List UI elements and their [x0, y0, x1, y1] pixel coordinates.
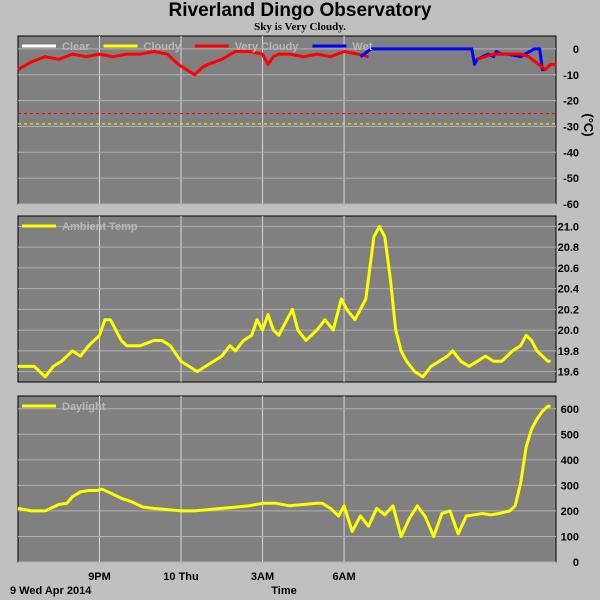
ytick-label-1-5: 20.0: [558, 325, 579, 337]
chart-title: Riverland Dingo Observatory: [168, 0, 432, 21]
ytick-label-2-6: 0: [573, 557, 579, 569]
xtick-label-3: 6AM: [332, 571, 355, 583]
sky-panel: [17, 35, 557, 205]
ytick-label-1-2: 20.6: [558, 263, 579, 275]
ytick-label-1-6: 19.8: [558, 346, 579, 358]
series-1-0-ambient-temp: [18, 224, 551, 379]
ytick-label-2-4: 200: [561, 506, 579, 518]
ytick-label-2-1: 500: [561, 429, 579, 441]
ytick-label-1-1: 20.8: [558, 242, 579, 254]
ytick-label-0-3: -30: [563, 121, 579, 133]
ytick-label-1-3: 20.4: [558, 284, 580, 296]
xtick-label-0: 9PM: [88, 571, 111, 583]
ytick-label-0-5: -50: [563, 173, 579, 185]
legend-label-0-3: Wet: [352, 41, 372, 53]
legend-label-0-2: Very Cloudy: [235, 41, 299, 53]
legend-label-0-0: Clear: [62, 41, 90, 53]
ytick-label-2-0: 600: [561, 404, 579, 416]
xtick-label-2: 3AM: [251, 571, 274, 583]
ytick-label-2-5: 100: [561, 531, 579, 543]
ytick-label-1-7: 19.6: [558, 367, 579, 379]
legend-label-1-0: Ambient Temp: [62, 221, 138, 233]
series-2-0-daylight: [17, 404, 551, 538]
ytick-label-0-4: -40: [563, 147, 579, 159]
ytick-label-0-2: -20: [563, 96, 579, 108]
chart-subtitle: Sky is Very Cloudy.: [254, 21, 346, 33]
ytick-label-0-6: -60: [563, 199, 579, 211]
ytick-label-2-2: 400: [561, 455, 579, 467]
ytick-label-2-3: 300: [561, 480, 579, 492]
legend-label-2-0: Daylight: [62, 401, 106, 413]
tick-labels: 0 -10 -20 -30 -40 -50 -60 21.0 20.8 20.6 20.4 20.2 2…: [88, 44, 580, 583]
legend-label-0-1: Cloudy: [144, 41, 182, 53]
data-series: [17, 47, 556, 538]
ambient-panel: [17, 215, 557, 383]
legends: Clear Cloudy Very Cloudy Wet Ambient Temp Day…: [22, 41, 373, 413]
ytick-label-0-0: 0: [573, 44, 579, 56]
daylight-panel: [17, 395, 557, 563]
ytick-label-0-1: -10: [563, 70, 579, 82]
ytick-label-1-0: 21.0: [558, 221, 579, 233]
series-0-2-very-cloudy: [476, 52, 556, 72]
ytick-label-1-4: 20.2: [558, 304, 579, 316]
xtick-label-1: 10 Thu: [163, 571, 198, 583]
sky-ylabel: (°C): [581, 113, 596, 136]
x-start-label: 9 Wed Apr 2014: [10, 585, 92, 597]
x-axis-label: Time: [271, 585, 296, 597]
series-0-0-very-cloudy: [17, 50, 369, 77]
